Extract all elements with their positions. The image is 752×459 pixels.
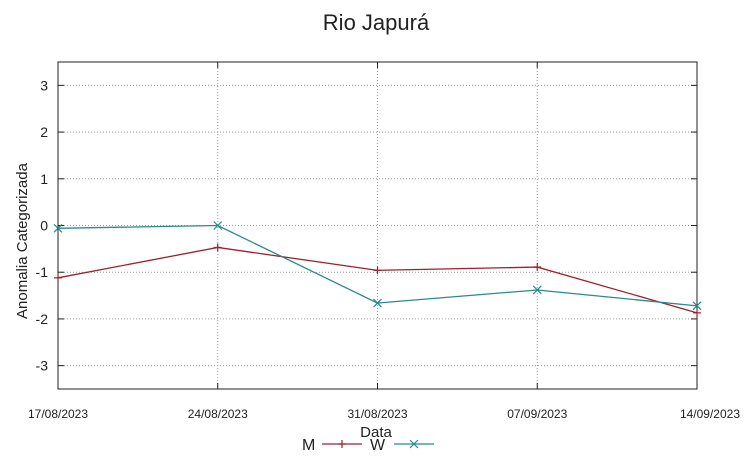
- x-tick-label: 24/08/2023: [188, 407, 248, 421]
- x-tick-label: 17/08/2023: [28, 407, 88, 421]
- y-tick-label: 2: [40, 124, 48, 140]
- gridlines: [58, 62, 697, 389]
- legend-label-w: W: [370, 437, 386, 454]
- y-tick-label: -2: [36, 311, 49, 327]
- y-tick-label: 3: [40, 77, 48, 93]
- data-point-w: [53, 223, 63, 233]
- x-tick-label: 14/09/2023: [680, 407, 740, 421]
- data-point-w: [532, 285, 542, 295]
- y-axis-ticks: 3 2 1 0 -1 -2 -3: [36, 77, 697, 374]
- x-tick-label: 31/08/2023: [347, 407, 407, 421]
- data-point-m: [54, 273, 62, 282]
- legend-label-m: M: [302, 437, 315, 454]
- data-point-w: [213, 221, 223, 230]
- data-point-w: [692, 301, 702, 311]
- data-point-m: [693, 308, 701, 317]
- data-point-m: [373, 266, 382, 275]
- x-axis-ticks: 17/08/2023 24/08/2023 31/08/2023 07/09/2023…: [28, 62, 740, 421]
- series-group: [53, 221, 702, 317]
- x-tick-label: 07/09/2023: [507, 407, 567, 421]
- y-axis-label: Anomalia Categorizada: [14, 162, 31, 319]
- data-point-w: [373, 298, 382, 308]
- legend-marker-m: [338, 440, 346, 448]
- x-axis-label: Data: [360, 424, 392, 441]
- y-tick-label: -3: [36, 358, 49, 374]
- data-point-m: [213, 243, 222, 252]
- chart-title: Rio Japurá: [323, 10, 430, 35]
- legend-marker-w: [409, 439, 419, 449]
- y-tick-label: 0: [40, 218, 48, 234]
- data-point-m: [533, 263, 542, 272]
- y-tick-label: -1: [36, 264, 49, 280]
- y-tick-label: 1: [40, 171, 48, 187]
